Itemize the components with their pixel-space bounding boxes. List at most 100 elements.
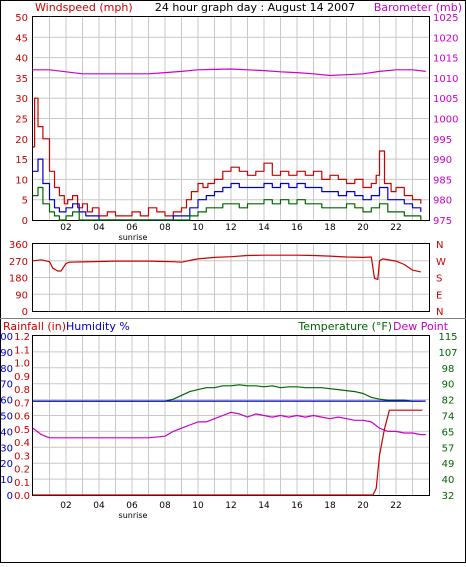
sunrise-annotation-1: sunrise	[119, 233, 148, 242]
y-tick-label-barometer: 1000	[433, 115, 458, 126]
y-tick-label-rainfall: 0.4	[14, 438, 30, 449]
y-tick-label-humidity: 30	[0, 443, 13, 454]
y-tick-label-temperature: 82	[442, 396, 455, 407]
y-tick-label-temperature: 98	[442, 364, 455, 375]
y-tick-label-temperature: 90	[442, 380, 455, 391]
average-line	[33, 158, 422, 221]
rainfall-axis-label: Rainfall (in)	[3, 320, 66, 333]
x-tick-label: 22	[390, 223, 401, 233]
y-tick-label-windspeed: 15	[15, 155, 28, 166]
y-tick-label-rainfall: 0.8	[14, 385, 30, 396]
y-tick-label-rainfall: 0.6	[14, 412, 30, 423]
y-tick-label-barometer: 1015	[433, 54, 458, 65]
y-tick-label-direction: 90	[15, 290, 28, 301]
barometer-axis-label: Barometer (mb)	[374, 1, 462, 14]
y-tick-label-barometer: 985	[433, 175, 452, 186]
y-tick-label-rainfall: 0.7	[14, 398, 30, 409]
y-tick-label-windspeed: 25	[15, 115, 28, 126]
y-tick-label-temperature: 57	[442, 443, 455, 454]
y-tick-label-barometer: 990	[433, 155, 452, 166]
y-tick-label-rainfall: 1.2	[14, 332, 30, 343]
windspeed-axis-label: Windspeed (mph)	[35, 1, 133, 14]
x-tick-label: 20	[357, 223, 369, 233]
humidity-line	[32, 411, 426, 439]
temp-hum-rain-panel: 02 04 06 08 10 12 14 16 18 20 22 0 10 20 30 40 50 60 70 80 9…	[0, 320, 458, 520]
wind-baro-series	[33, 68, 426, 221]
x-tick-label: 18	[324, 501, 336, 511]
temp-hum-rain-series	[32, 384, 426, 496]
y-tick-label-humidity: 100	[0, 332, 13, 343]
x-tick-label: 16	[291, 223, 303, 233]
y-tick-label-humidity: 0	[7, 491, 13, 502]
x-tick-label: 12	[225, 223, 236, 233]
dew-point-axis-label: Dew Point	[393, 320, 449, 333]
y-tick-label-windspeed: 10	[15, 175, 28, 186]
y-tick-label-humidity: 80	[0, 364, 13, 375]
y-tick-label-barometer: 1020	[433, 33, 458, 44]
y-tick-label-temperature: 40	[442, 475, 455, 486]
x-tick-label: 16	[291, 501, 303, 511]
y-tick-label-humidity: 40	[0, 427, 13, 438]
wind-baro-panel: 02 04 06 08 10 12 14 16 18 20 22051015202530354045…	[15, 1, 462, 242]
temperature-axis-label: Temperature (°F)	[297, 320, 392, 333]
y-tick-label-temperature: 115	[438, 332, 457, 343]
y-tick-label-direction: 360	[9, 240, 28, 251]
y-tick-label-windspeed: 30	[15, 94, 28, 105]
y-tick-label-temperature: 65	[442, 427, 455, 438]
y-tick-label-rainfall: 0.1	[14, 478, 30, 489]
y-tick-label-rainfall: 1.1	[14, 345, 30, 356]
y-tick-label-humidity: 20	[0, 459, 13, 470]
x-tick-label: 10	[192, 501, 204, 511]
y-tick-label-windspeed: 20	[15, 135, 28, 146]
y-tick-label-humidity: 90	[0, 348, 13, 359]
y-tick-label-temperature: 49	[442, 459, 455, 470]
y-tick-label-direction: 180	[9, 274, 28, 285]
x-tick-label: 10	[192, 223, 204, 233]
y-tick-label-direction: 0	[22, 307, 28, 318]
x-tick-label: 14	[258, 223, 270, 233]
temp-hum-rain-grid	[33, 336, 429, 495]
y-tick-label-windspeed: 50	[15, 13, 28, 24]
y-tick-label-windspeed: 5	[22, 196, 28, 207]
temp-hum-rain-tick-labels: 02 04 06 08 10 12 14 16 18 20 22 0 10 20 30 40 50 60 70 80 9…	[0, 332, 458, 511]
x-tick-label: 20	[357, 501, 369, 511]
wind-direction-series	[32, 254, 421, 280]
y-tick-label-barometer: 1025	[433, 13, 458, 24]
y-tick-label-windspeed: 45	[15, 33, 28, 44]
y-tick-label-compass: N	[436, 307, 443, 318]
y-tick-label-humidity: 60	[0, 396, 13, 407]
y-tick-label-rainfall: 0.5	[14, 425, 30, 436]
gust-line	[33, 97, 422, 217]
humidity-axis-label: Humidity %	[66, 320, 130, 333]
wind-baro-tick-labels: 02 04 06 08 10 12 14 16 18 20 22051015202530354045…	[15, 13, 458, 233]
y-tick-label-compass: S	[436, 274, 442, 285]
x-tick-label: 08	[159, 501, 171, 511]
y-tick-label-windspeed: 40	[15, 54, 28, 65]
x-tick-label: 14	[258, 501, 270, 511]
y-tick-label-barometer: 995	[433, 135, 452, 146]
y-tick-label-compass: N	[436, 240, 443, 251]
y-tick-label-barometer: 1005	[433, 94, 458, 105]
barometer-line	[33, 68, 426, 77]
x-tick-label: 08	[159, 223, 171, 233]
y-tick-label-direction: 270	[9, 257, 28, 268]
y-tick-label-rainfall: 0.2	[14, 465, 30, 476]
direction-line	[32, 254, 421, 280]
y-tick-label-rainfall: 0.9	[14, 372, 30, 383]
x-tick-label: 02	[60, 501, 71, 511]
y-tick-label-compass: E	[436, 290, 442, 301]
sunrise-annotation-2: sunrise	[119, 511, 148, 520]
y-tick-label-windspeed: 0	[22, 216, 28, 227]
x-tick-label: 18	[324, 223, 336, 233]
y-tick-label-barometer: 1010	[433, 74, 458, 85]
y-tick-label-barometer: 975	[433, 216, 452, 227]
x-tick-label: 02	[60, 223, 71, 233]
y-tick-label-rainfall: 0.0	[14, 491, 30, 502]
x-tick-label: 04	[93, 223, 105, 233]
x-tick-label: 12	[225, 501, 236, 511]
y-tick-label-humidity: 70	[0, 380, 13, 391]
y-tick-label-humidity: 50	[0, 412, 13, 423]
